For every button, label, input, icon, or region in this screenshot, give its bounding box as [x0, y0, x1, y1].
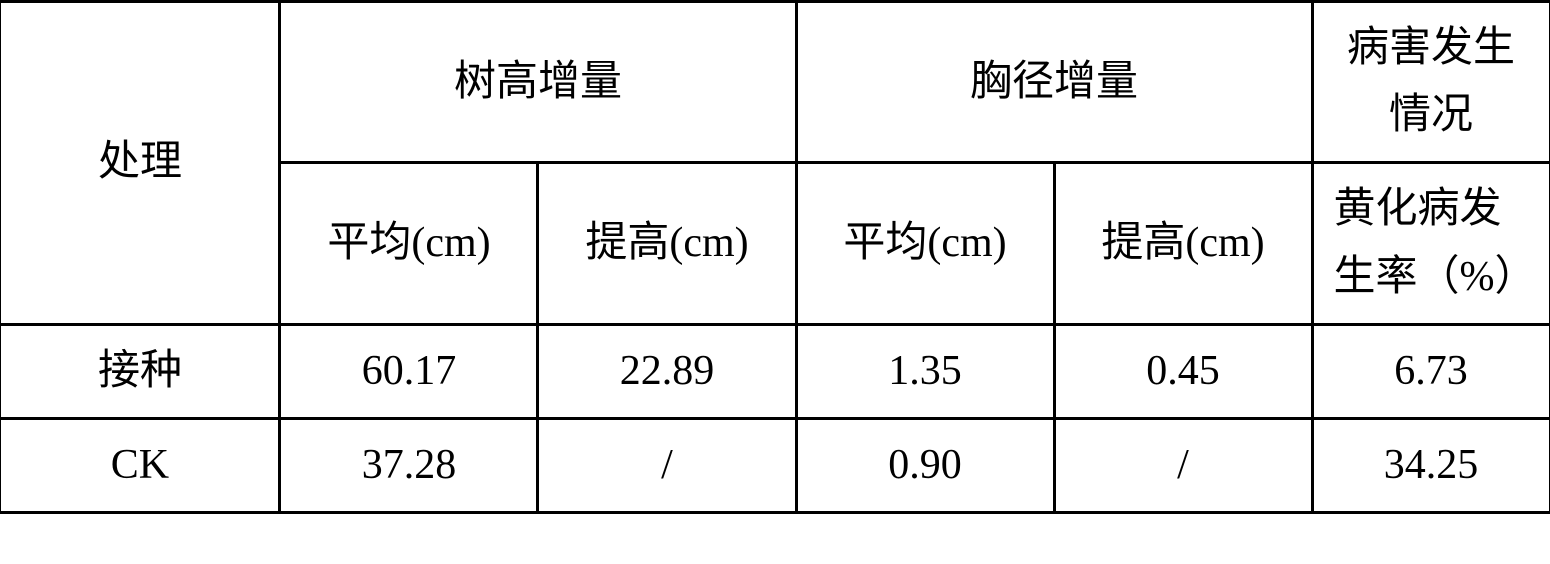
- cell-height-inc: /: [538, 418, 796, 512]
- cell-height-avg: 60.17: [280, 324, 538, 418]
- col-header-treatment: 处理: [0, 2, 280, 325]
- cell-treatment: 接种: [0, 324, 280, 418]
- table-row: 接种 60.17 22.89 1.35 0.45 6.73: [0, 324, 1550, 418]
- col-subheader-dia-avg: 平均(cm): [796, 163, 1054, 324]
- cell-disease: 6.73: [1312, 324, 1550, 418]
- cell-treatment: CK: [0, 418, 280, 512]
- col-subheader-dia-inc: 提高(cm): [1054, 163, 1312, 324]
- cell-disease: 34.25: [1312, 418, 1550, 512]
- col-header-disease-status: 病害发生情况: [1312, 2, 1550, 163]
- cell-height-inc: 22.89: [538, 324, 796, 418]
- col-subheader-height-inc: 提高(cm): [538, 163, 796, 324]
- cell-dia-inc: /: [1054, 418, 1312, 512]
- col-header-diameter-increment: 胸径增量: [796, 2, 1312, 163]
- cell-dia-avg: 1.35: [796, 324, 1054, 418]
- col-subheader-disease-rate: 黄化病发生率（%）: [1312, 163, 1550, 324]
- data-table: 处理 树高增量 胸径增量 病害发生情况 平均(cm) 提高(cm) 平均(cm)…: [0, 0, 1550, 514]
- cell-height-avg: 37.28: [280, 418, 538, 512]
- col-subheader-height-avg: 平均(cm): [280, 163, 538, 324]
- col-header-height-increment: 树高增量: [280, 2, 796, 163]
- table-row: CK 37.28 / 0.90 / 34.25: [0, 418, 1550, 512]
- cell-dia-inc: 0.45: [1054, 324, 1312, 418]
- cell-dia-avg: 0.90: [796, 418, 1054, 512]
- table-header-row-1: 处理 树高增量 胸径增量 病害发生情况: [0, 2, 1550, 163]
